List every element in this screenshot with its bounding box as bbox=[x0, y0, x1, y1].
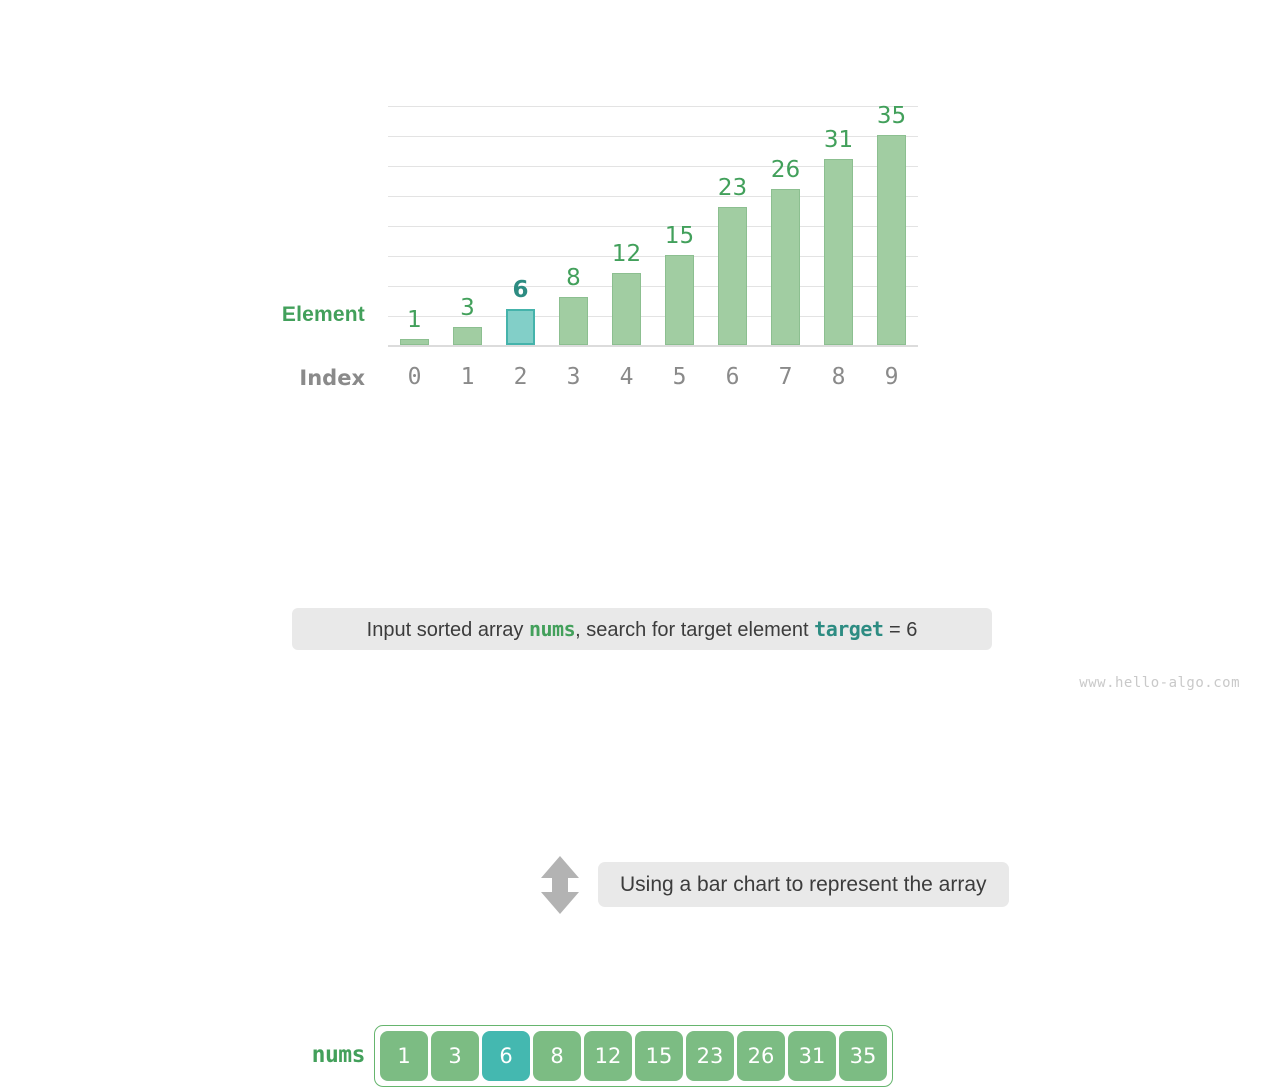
transition-row: Using a bar chart to represent the array bbox=[0, 428, 1280, 914]
bar-slot: 6 bbox=[494, 106, 547, 345]
gridline bbox=[388, 316, 918, 317]
array-cell[interactable]: 3 bbox=[431, 1031, 479, 1081]
footer-code-nums: nums bbox=[528, 617, 576, 641]
footer-text-2: , search for target element bbox=[575, 619, 815, 641]
index-axis-label: Index bbox=[299, 366, 365, 390]
bar-value-label: 15 bbox=[664, 223, 695, 249]
array-cell[interactable]: 35 bbox=[839, 1031, 887, 1081]
bar-highlighted bbox=[506, 309, 535, 345]
array-cell[interactable]: 23 bbox=[686, 1031, 734, 1081]
plot-area: 1 3 6 8 12 15 23 26 31 35 bbox=[388, 103, 918, 347]
bar-value-label: 6 bbox=[512, 277, 529, 303]
gridline bbox=[388, 286, 918, 287]
bar bbox=[400, 339, 429, 345]
bar-value-label: 26 bbox=[770, 157, 801, 183]
up-down-arrow-icon bbox=[541, 856, 579, 914]
footer-caption: Input sorted array nums, search for targ… bbox=[292, 608, 992, 650]
array-cell[interactable]: 8 bbox=[533, 1031, 581, 1081]
bar bbox=[612, 273, 641, 345]
bar bbox=[824, 159, 853, 345]
array-cell[interactable]: 1 bbox=[380, 1031, 428, 1081]
bar-slot: 3 bbox=[441, 106, 494, 345]
gridline bbox=[388, 256, 918, 257]
bar bbox=[877, 135, 906, 345]
bar bbox=[453, 327, 482, 345]
array-cell[interactable]: 15 bbox=[635, 1031, 683, 1081]
array-cell-highlighted[interactable]: 6 bbox=[482, 1031, 530, 1081]
index-tick-label: 0 bbox=[407, 364, 422, 390]
index-tick-label: 7 bbox=[778, 364, 793, 390]
bar bbox=[771, 189, 800, 345]
array-cell[interactable]: 12 bbox=[584, 1031, 632, 1081]
gridline bbox=[388, 106, 918, 107]
bar-slot: 1 bbox=[388, 106, 441, 345]
index-tick-label: 1 bbox=[460, 364, 475, 390]
bar-slot: 23 bbox=[706, 106, 759, 345]
bar-value-label: 8 bbox=[566, 265, 581, 291]
footer-text-1: Input sorted array bbox=[366, 619, 529, 641]
footer-code-target: target bbox=[814, 617, 884, 641]
array-cell[interactable]: 31 bbox=[788, 1031, 836, 1081]
nums-variable-label: nums bbox=[311, 1042, 366, 1068]
gridline bbox=[388, 136, 918, 137]
bar bbox=[718, 207, 747, 345]
bar-value-label: 23 bbox=[717, 175, 748, 201]
bar-slot: 26 bbox=[759, 106, 812, 345]
element-axis-label: Element bbox=[281, 303, 365, 326]
gridline bbox=[388, 226, 918, 227]
index-tick-label: 8 bbox=[831, 364, 846, 390]
bar-slot: 12 bbox=[600, 106, 653, 345]
bar-value-label: 12 bbox=[611, 241, 642, 267]
bar bbox=[665, 255, 694, 345]
index-tick-label: 2 bbox=[513, 364, 528, 390]
axis-baseline bbox=[388, 345, 918, 347]
bar-value-label: 1 bbox=[407, 307, 422, 333]
bar-slot: 35 bbox=[865, 103, 918, 345]
bar-slot: 31 bbox=[812, 106, 865, 345]
array-cell[interactable]: 26 bbox=[737, 1031, 785, 1081]
bar-value-label: 3 bbox=[460, 295, 475, 321]
array-container: 1 3 6 8 12 15 23 26 31 35 bbox=[374, 1025, 893, 1087]
bar-value-label: 35 bbox=[876, 103, 907, 129]
bar bbox=[559, 297, 588, 345]
index-tick-label: 6 bbox=[725, 364, 740, 390]
array-row: nums 1 3 6 8 12 15 23 26 31 35 bbox=[0, 512, 1280, 1087]
gridline bbox=[388, 196, 918, 197]
bar-value-label: 31 bbox=[823, 127, 854, 153]
footer-text-3: = 6 bbox=[883, 619, 918, 641]
index-tick-label: 5 bbox=[672, 364, 687, 390]
index-tick-label: 3 bbox=[566, 364, 581, 390]
index-tick-label: 4 bbox=[619, 364, 634, 390]
index-tick-label: 9 bbox=[884, 364, 899, 390]
bar-slot: 8 bbox=[547, 106, 600, 345]
chart-caption-label: Using a bar chart to represent the array bbox=[598, 862, 1009, 907]
watermark-label: www.hello-algo.com bbox=[1079, 675, 1240, 691]
gridline bbox=[388, 166, 918, 167]
bar-slot: 15 bbox=[653, 106, 706, 345]
